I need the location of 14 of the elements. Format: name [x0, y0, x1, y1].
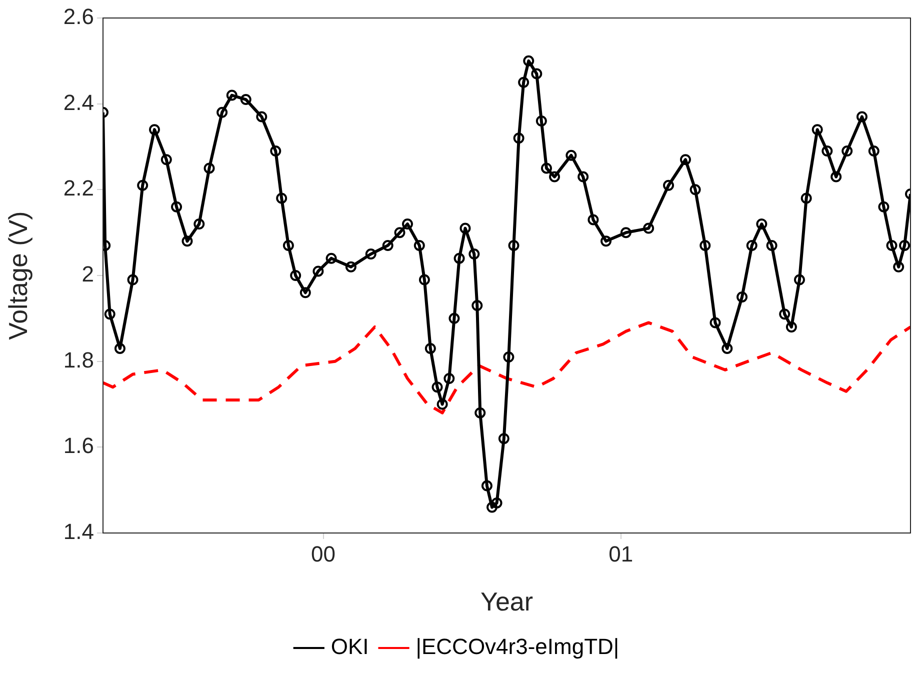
- line-series: [103, 321, 910, 414]
- y-tick-label: 2.2: [63, 176, 94, 201]
- y-tick-label: 2.4: [63, 90, 94, 115]
- y-tick-label: 1.6: [63, 433, 94, 458]
- y-tick-label: 2.6: [63, 4, 94, 30]
- legend-label: OKI: [330, 634, 369, 660]
- y-tick-label: 1.8: [63, 347, 94, 372]
- x-tick-label: 00: [311, 541, 336, 566]
- y-axis-title: Voltage (V): [2, 211, 33, 340]
- legend-label: |ECCOv4r3-eImgTD|: [416, 634, 620, 660]
- y-tick-label: 2: [82, 262, 94, 287]
- x-tick-label: 01: [608, 541, 634, 566]
- x-axis-title: Year: [480, 586, 534, 617]
- y-tick-label: 1.4: [63, 519, 94, 544]
